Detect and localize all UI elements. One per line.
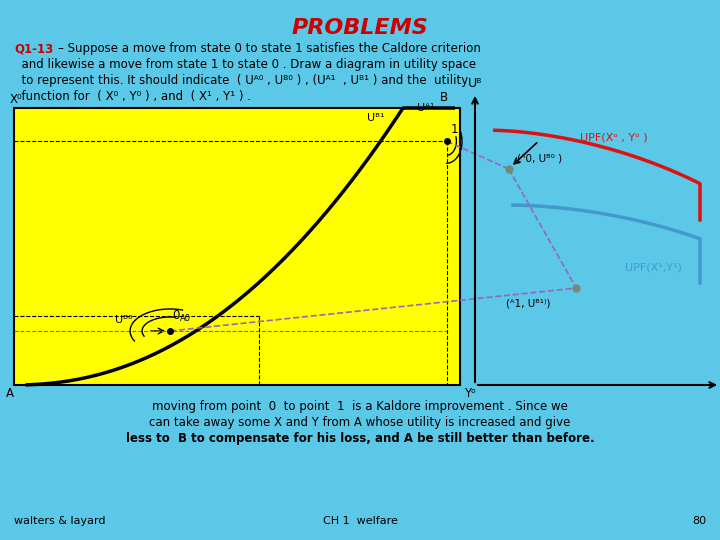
- Text: Uᴮ¹: Uᴮ¹: [366, 113, 384, 123]
- Text: UPF(Xᵒ , Yᵒ ): UPF(Xᵒ , Yᵒ ): [580, 133, 647, 143]
- Text: function for  ( X⁰ , Y⁰ ) , and  ( X¹ , Y¹ ) .: function for ( X⁰ , Y⁰ ) , and ( X¹ , Y¹…: [14, 90, 251, 103]
- Text: A0: A0: [180, 314, 191, 323]
- Bar: [14, 108, 460, 385]
- Text: 1: 1: [451, 123, 458, 136]
- Text: less to  B to compensate for his loss, and A be still better than before.: less to B to compensate for his loss, an…: [126, 432, 594, 445]
- Text: A: A: [6, 387, 14, 400]
- Text: X⁰: X⁰: [10, 93, 22, 106]
- Text: 0: 0: [172, 309, 179, 322]
- Text: Yᵒ: Yᵒ: [464, 387, 476, 400]
- Text: (ᴬ1, Uᴮ¹⁾): (ᴬ1, Uᴮ¹⁾): [506, 298, 551, 308]
- Text: and likewise a move from state 1 to state 0 . Draw a diagram in utility space: and likewise a move from state 1 to stat…: [14, 58, 476, 71]
- Text: walters & layard: walters & layard: [14, 516, 106, 526]
- Text: moving from point  0  to point  1  is a Kaldore improvement . Since we: moving from point 0 to point 1 is a Kald…: [152, 400, 568, 413]
- Text: Uᴮ: Uᴮ: [468, 77, 482, 90]
- Text: – Suppose a move from state 0 to state 1 satisfies the Caldore criterion: – Suppose a move from state 0 to state 1…: [58, 42, 481, 55]
- Text: CH 1  welfare: CH 1 welfare: [323, 516, 397, 526]
- Text: Uᴬ¹: Uᴬ¹: [417, 103, 434, 113]
- Text: (ᴬ0, Uᴮ⁰ ): (ᴬ0, Uᴮ⁰ ): [517, 154, 562, 164]
- Text: can take away some X and Y from A whose utility is increased and give: can take away some X and Y from A whose …: [149, 416, 571, 429]
- Text: Uᴮ⁰: Uᴮ⁰: [115, 315, 132, 325]
- Text: B: B: [440, 91, 448, 104]
- Text: UPF(X¹,Y¹): UPF(X¹,Y¹): [625, 263, 682, 273]
- Text: PROBLEMS: PROBLEMS: [292, 18, 428, 38]
- Text: Q1-13: Q1-13: [14, 42, 53, 55]
- Text: to represent this. It should indicate  ( Uᴬ⁰ , Uᴮ⁰ ) , (Uᴬ¹  , Uᴮ¹ ) and the  ut: to represent this. It should indicate ( …: [14, 74, 468, 87]
- Text: 80: 80: [692, 516, 706, 526]
